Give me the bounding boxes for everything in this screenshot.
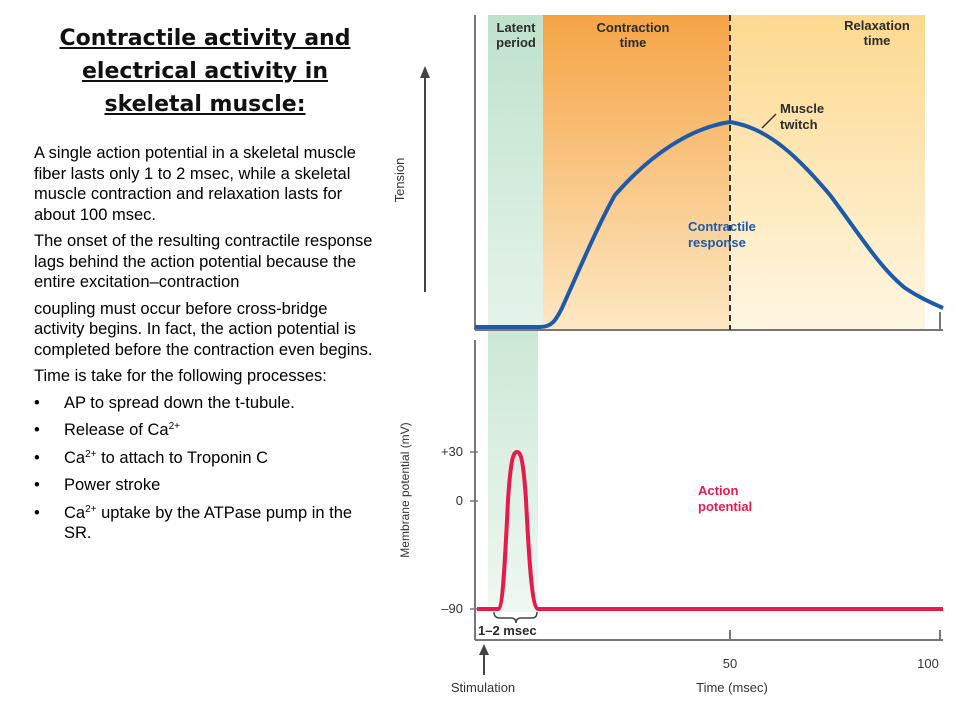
process-list: AP to spread down the t-tubule. Release …: [34, 393, 374, 544]
relaxation-time-label: Relaxation time: [844, 18, 910, 48]
contraction-time-label: Contraction time: [597, 20, 670, 50]
process-item: Ca2+ uptake by the ATPase pump in the SR…: [34, 503, 374, 544]
x-tick-label-50: 50: [723, 656, 737, 671]
process-item: Release of Ca2+: [34, 420, 374, 441]
latent-period-label: Latent period: [496, 20, 536, 50]
stimulation-arrowhead-icon: [479, 644, 489, 655]
tension-arrowhead-icon: [420, 66, 430, 78]
process-item: AP to spread down the t-tubule.: [34, 393, 374, 414]
muscle-twitch-curve: [475, 119, 944, 329]
process-item: Power stroke: [34, 475, 374, 496]
x-axis-label: Time (msec): [696, 680, 768, 695]
muscle-twitch-label: Muscle twitch: [780, 101, 824, 132]
tick-label-plus30: +30: [441, 444, 463, 459]
action-potential-curve: [477, 449, 943, 611]
tick-label-minus90: –90: [441, 601, 463, 616]
slide-body: A single action potential in a skeletal …: [34, 143, 374, 551]
slide-title: Contractile activity and electrical acti…: [59, 26, 351, 117]
stimulation-label: Stimulation: [451, 680, 515, 695]
tick-label-zero: 0: [456, 493, 463, 508]
action-potential-label: Action potential: [698, 483, 752, 514]
muscle-twitch-leader: [761, 113, 777, 129]
duration-label: 1–2 msec: [478, 623, 537, 638]
paragraph-1: A single action potential in a skeletal …: [34, 144, 356, 224]
muscle-twitch-diagram: Latent period Contraction time Relaxation t…: [392, 15, 944, 695]
x-tick-label-100: 100: [917, 656, 939, 671]
paragraph-4: Time is take for the following processes…: [34, 367, 327, 385]
contractile-response-label: Contractile response: [688, 219, 756, 250]
process-item: Ca2+ to attach to Troponin C: [34, 448, 374, 469]
relaxation-phase-band: [730, 15, 925, 330]
tension-axis-label: Tension: [392, 158, 407, 203]
membrane-potential-axis-label: Membrane potential (mV): [398, 422, 412, 557]
latent-phase-band: [488, 15, 543, 330]
paragraph-2: The onset of the resulting contractile r…: [34, 232, 373, 291]
duration-brace: [493, 611, 538, 624]
paragraph-3: coupling must occur before cross-bridge …: [34, 299, 373, 359]
